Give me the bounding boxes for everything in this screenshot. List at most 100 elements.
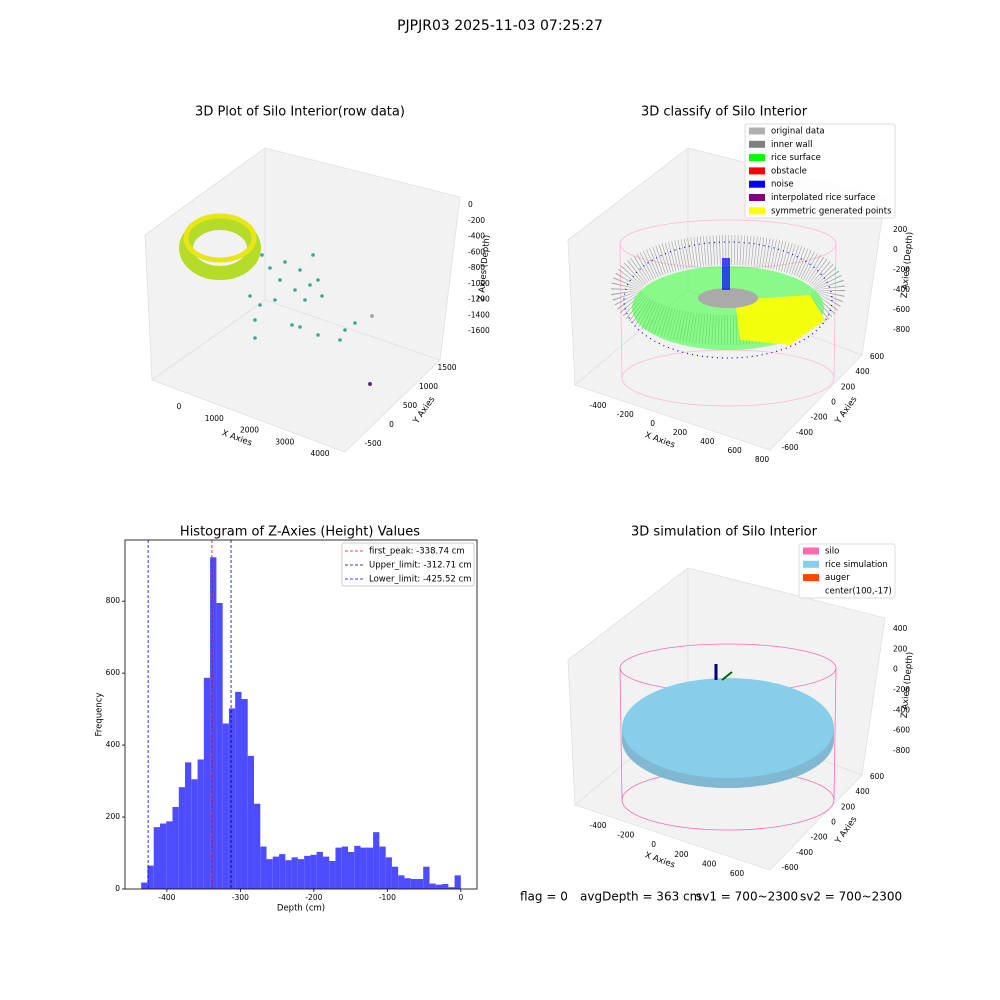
legend-label: interpolated rice surface [771, 193, 876, 203]
chart-title: 3D simulation of Silo Interior [631, 525, 818, 540]
bar [310, 854, 317, 889]
bar [448, 887, 455, 889]
bar [203, 677, 211, 889]
x-tick-label: -200 [617, 831, 634, 840]
bar [279, 854, 286, 889]
z-tick-label: -600 [893, 726, 910, 735]
legend-label: silo [825, 547, 839, 557]
x-tick-label: 0 [651, 840, 656, 849]
point [260, 253, 264, 257]
bar [166, 821, 173, 889]
point [283, 260, 287, 264]
x-axis-label: X Axies [643, 430, 676, 450]
y-tick-label: 800 [106, 596, 121, 605]
legend-swatch [749, 167, 765, 175]
y-tick-label: 0 [831, 398, 836, 407]
auger-arm [721, 671, 733, 681]
axes3d [144, 147, 461, 453]
x-tick-label: -400 [158, 893, 175, 902]
point [370, 314, 374, 318]
chart-title: 3D Plot of Silo Interior(row data) [195, 105, 405, 120]
bar [235, 691, 242, 889]
x-tick-label: 400 [702, 859, 717, 868]
legend-label: Lower_limit: -425.52 cm [369, 575, 471, 585]
bar [247, 755, 254, 889]
legend-label: first_peak: -338.74 cm [369, 547, 465, 557]
legend-label: obstacle [771, 166, 807, 176]
point [338, 338, 342, 342]
bar [153, 827, 160, 889]
legend-swatch [803, 574, 819, 582]
ring-cloud [183, 213, 257, 263]
point [316, 278, 320, 282]
z-tick-label: 200 [893, 644, 908, 653]
legend-swatch [749, 180, 765, 188]
y-tick-label: 0 [389, 420, 394, 429]
point [303, 298, 307, 302]
wall-cloud [611, 235, 845, 345]
point [278, 278, 282, 282]
bar [416, 878, 424, 889]
x-tick-label: 200 [674, 850, 689, 859]
bar [442, 883, 449, 889]
point [343, 328, 347, 332]
point [248, 294, 252, 298]
bar [260, 846, 267, 889]
legend-box [798, 543, 896, 599]
footer-text: avgDepth = 363 cm [580, 890, 701, 904]
z-tick-label: 0 [893, 665, 898, 674]
z-tick-label: -200 [893, 685, 910, 694]
silo-side [833, 243, 837, 379]
y-axis-label: Y Axies [833, 394, 860, 426]
z-tick-label: 0 [893, 245, 898, 254]
bar [385, 857, 392, 889]
bar [435, 884, 443, 889]
y-tick-label: 600 [870, 352, 885, 361]
bar [178, 787, 186, 889]
z-tick-label: -800 [893, 746, 910, 755]
y-axis-label: Y Axies [833, 814, 860, 846]
z-tick-label: 200 [893, 225, 908, 234]
z-tick-label: 400 [893, 624, 908, 633]
y-tick-label: -600 [781, 863, 798, 872]
bar [354, 845, 361, 889]
bar [348, 851, 355, 889]
point [293, 288, 297, 292]
bar [391, 866, 399, 889]
z-tick-label: -600 [468, 247, 485, 256]
bar [266, 859, 273, 889]
bar [197, 759, 204, 889]
x-tick-label: 0 [177, 402, 182, 411]
y-tick-label: -200 [810, 413, 827, 422]
bar [159, 823, 167, 889]
bar [285, 860, 292, 889]
x-tick-label: 2000 [240, 426, 259, 435]
point [298, 268, 302, 272]
symmetric-cloud [735, 295, 825, 345]
y-tick-label: 400 [106, 740, 121, 749]
x-axis-label: Depth (cm) [277, 904, 325, 914]
bar [210, 557, 217, 889]
bar [360, 847, 367, 889]
bar [316, 851, 323, 889]
bar [191, 779, 198, 889]
decor-raw [179, 213, 374, 386]
footer-text: sv2 = 700~2300 [800, 890, 902, 904]
legend-swatch [803, 560, 819, 568]
y-tick-label: -200 [810, 833, 827, 842]
legend-label: auger [825, 573, 850, 583]
x-tick-label: -200 [305, 893, 322, 902]
point [268, 266, 272, 270]
x-tick-label: 600 [728, 446, 743, 455]
point [258, 303, 262, 307]
x-tick-label: 200 [673, 428, 688, 437]
z-tick-label: -800 [468, 263, 485, 272]
y-tick-label: -600 [781, 443, 798, 452]
bar [341, 846, 349, 889]
z-axis-label: Z Axies (Depth) [900, 231, 916, 298]
z-tick-label: -400 [468, 232, 485, 241]
y-tick-label: 1000 [419, 382, 438, 391]
bar [335, 847, 342, 889]
x-tick-label: 600 [730, 869, 745, 878]
x-tick-label: -300 [232, 893, 249, 902]
